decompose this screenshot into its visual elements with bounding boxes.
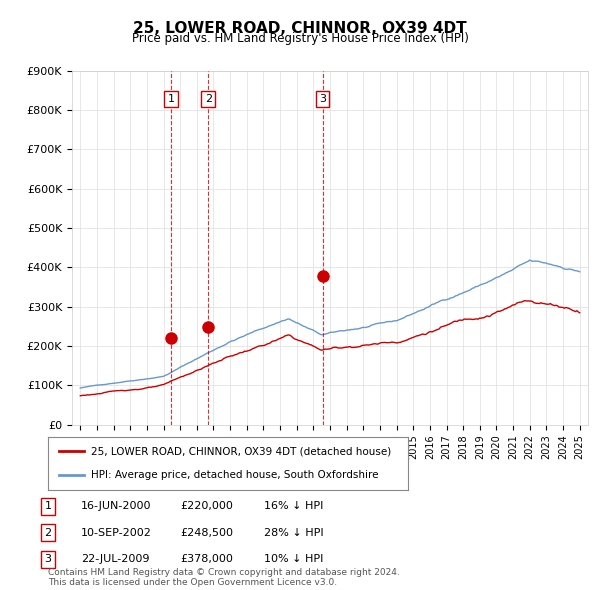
Text: £248,500: £248,500: [180, 528, 233, 537]
Text: 22-JUL-2009: 22-JUL-2009: [81, 555, 149, 564]
Text: Contains HM Land Registry data © Crown copyright and database right 2024.
This d: Contains HM Land Registry data © Crown c…: [48, 568, 400, 587]
Text: 16% ↓ HPI: 16% ↓ HPI: [264, 502, 323, 511]
Text: HPI: Average price, detached house, South Oxfordshire: HPI: Average price, detached house, Sout…: [91, 470, 379, 480]
Text: 3: 3: [319, 94, 326, 104]
Text: Price paid vs. HM Land Registry's House Price Index (HPI): Price paid vs. HM Land Registry's House …: [131, 32, 469, 45]
Text: 16-JUN-2000: 16-JUN-2000: [81, 502, 151, 511]
Text: £378,000: £378,000: [180, 555, 233, 564]
Text: 2: 2: [205, 94, 212, 104]
Text: 10-SEP-2002: 10-SEP-2002: [81, 528, 152, 537]
Text: 2: 2: [44, 528, 52, 537]
Text: 1: 1: [44, 502, 52, 511]
Text: 25, LOWER ROAD, CHINNOR, OX39 4DT: 25, LOWER ROAD, CHINNOR, OX39 4DT: [133, 21, 467, 35]
Text: 1: 1: [168, 94, 175, 104]
Text: 3: 3: [44, 555, 52, 564]
Text: 10% ↓ HPI: 10% ↓ HPI: [264, 555, 323, 564]
Text: 25, LOWER ROAD, CHINNOR, OX39 4DT (detached house): 25, LOWER ROAD, CHINNOR, OX39 4DT (detac…: [91, 447, 391, 457]
Text: £220,000: £220,000: [180, 502, 233, 511]
Text: 28% ↓ HPI: 28% ↓ HPI: [264, 528, 323, 537]
